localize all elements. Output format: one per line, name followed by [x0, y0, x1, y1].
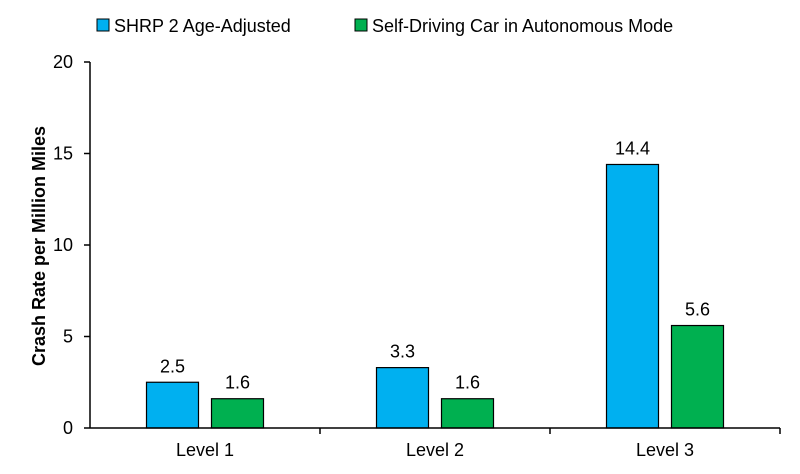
data-label: 14.4 [615, 138, 650, 158]
bars: 2.5 1.6 3.3 1.6 14.4 5.6 [145, 138, 725, 429]
data-label: 3.3 [390, 342, 415, 362]
bar-self-driving-level-1 [210, 398, 265, 429]
bar-shrp2-level-1 [145, 381, 200, 429]
legend-swatch [354, 18, 368, 32]
bar-shrp2-level-3 [605, 163, 660, 429]
data-label: 1.6 [225, 373, 250, 393]
data-label: 5.6 [685, 300, 710, 320]
x-tick-label: Level 2 [406, 440, 464, 460]
y-tick-label: 5 [63, 327, 73, 347]
bar-self-driving-level-2 [440, 398, 495, 429]
x-axis: Level 1 Level 2 Level 3 [176, 428, 781, 460]
bar-shrp2-level-2 [375, 367, 430, 429]
x-tick-label: Level 3 [636, 440, 694, 460]
data-label: 2.5 [160, 356, 185, 376]
bar-self-driving-level-3 [670, 324, 725, 429]
legend: SHRP 2 Age-Adjusted Self-Driving Car in A… [96, 16, 673, 36]
legend-label: Self-Driving Car in Autonomous Mode [372, 16, 673, 36]
y-tick-label: 20 [53, 52, 73, 72]
y-tick-label: 0 [63, 418, 73, 438]
legend-label: SHRP 2 Age-Adjusted [114, 16, 291, 36]
data-label: 1.6 [455, 373, 480, 393]
legend-swatch [96, 18, 110, 32]
y-axis-title: Crash Rate per Million Miles [29, 126, 49, 366]
x-tick-label: Level 1 [176, 440, 234, 460]
y-axis: 0 5 10 15 20 [53, 52, 90, 438]
y-tick-label: 10 [53, 235, 73, 255]
y-tick-label: 15 [53, 144, 73, 164]
